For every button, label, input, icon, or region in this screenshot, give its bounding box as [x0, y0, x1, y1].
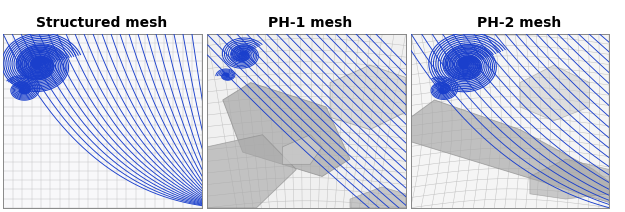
Polygon shape: [530, 159, 609, 199]
Polygon shape: [282, 135, 322, 164]
Text: PH-1 mesh: PH-1 mesh: [269, 16, 352, 30]
Polygon shape: [411, 100, 609, 202]
Text: PH-2 mesh: PH-2 mesh: [478, 16, 561, 30]
Polygon shape: [222, 83, 350, 176]
Polygon shape: [207, 135, 296, 208]
Polygon shape: [330, 65, 406, 130]
Polygon shape: [520, 65, 589, 121]
Text: Structured mesh: Structured mesh: [36, 16, 168, 30]
Polygon shape: [350, 187, 406, 208]
